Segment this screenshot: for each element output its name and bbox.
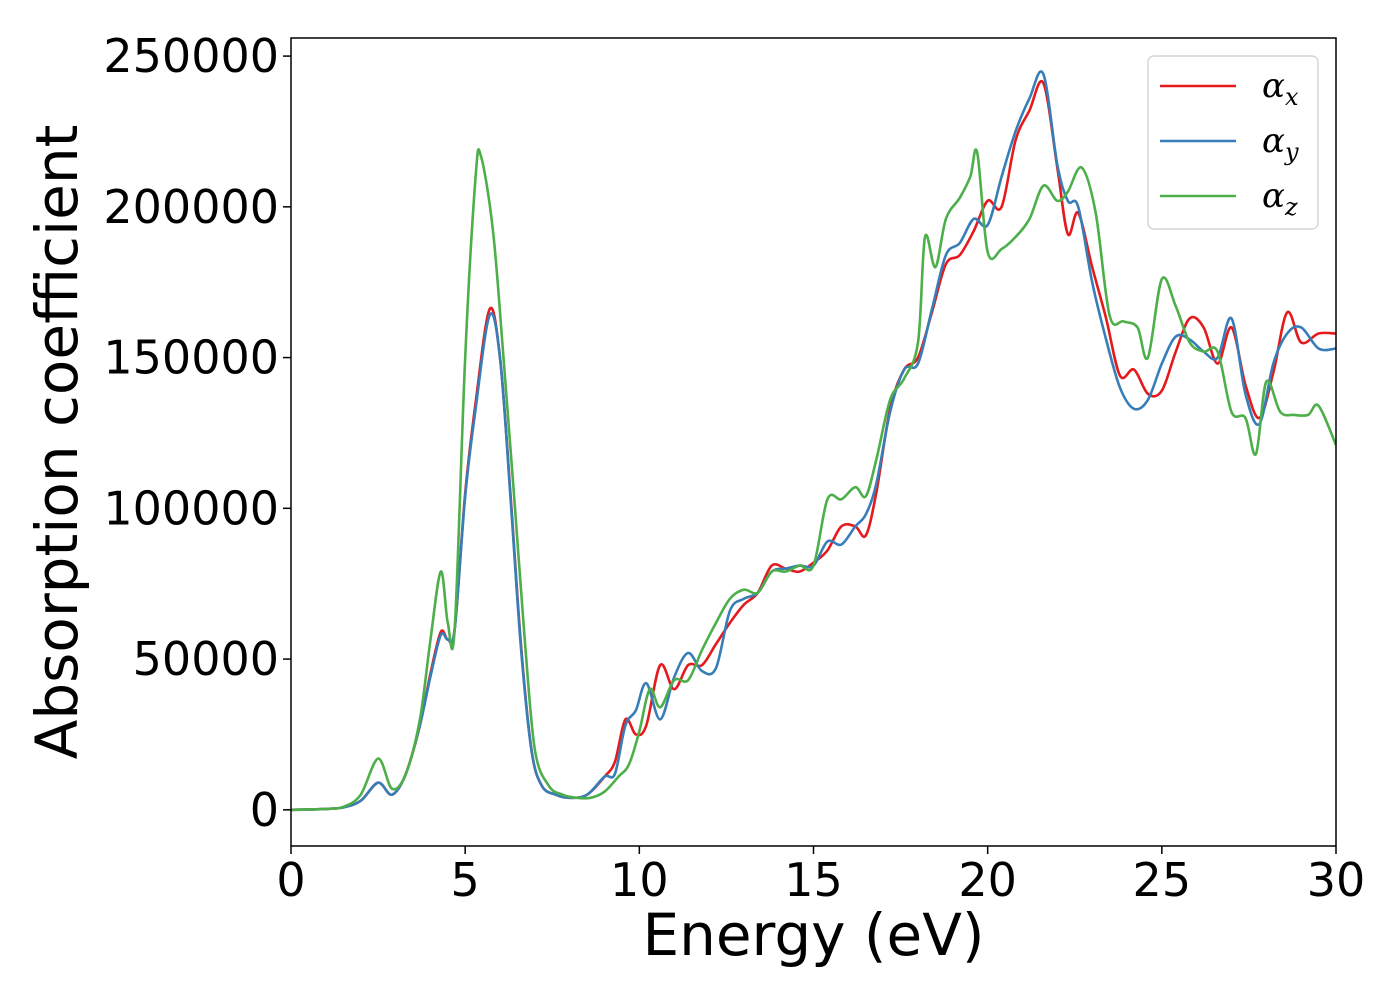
x-tick-label: 15 xyxy=(784,853,843,907)
y-tick-label: 250000 xyxy=(103,29,279,83)
y-tick-label: 150000 xyxy=(103,331,279,385)
y-tick-label: 100000 xyxy=(103,481,279,535)
x-tick-label: 20 xyxy=(958,853,1017,907)
series-line-z xyxy=(291,148,1336,812)
y-tick-label: 50000 xyxy=(133,632,279,686)
y-tick-label: 0 xyxy=(250,783,279,837)
x-axis-title: Energy (eV) xyxy=(642,901,984,969)
x-tick-label: 5 xyxy=(451,853,480,907)
y-tick-label: 200000 xyxy=(103,180,279,234)
series-lines xyxy=(291,70,1336,812)
x-tick-label: 0 xyxy=(276,853,305,907)
legend-box xyxy=(1147,55,1319,230)
series-layer xyxy=(291,70,1336,812)
x-tick-label: 10 xyxy=(610,853,669,907)
x-tick-label: 30 xyxy=(1307,853,1366,907)
x-axis: 0 5 10 15 20 25 30 xyxy=(276,846,1365,907)
x-tick-label: 25 xyxy=(1133,853,1192,907)
y-axis-title: Absorption coefficient xyxy=(23,125,91,760)
y-axis: 0 50000 100000 150000 200000 250000 xyxy=(103,29,291,837)
